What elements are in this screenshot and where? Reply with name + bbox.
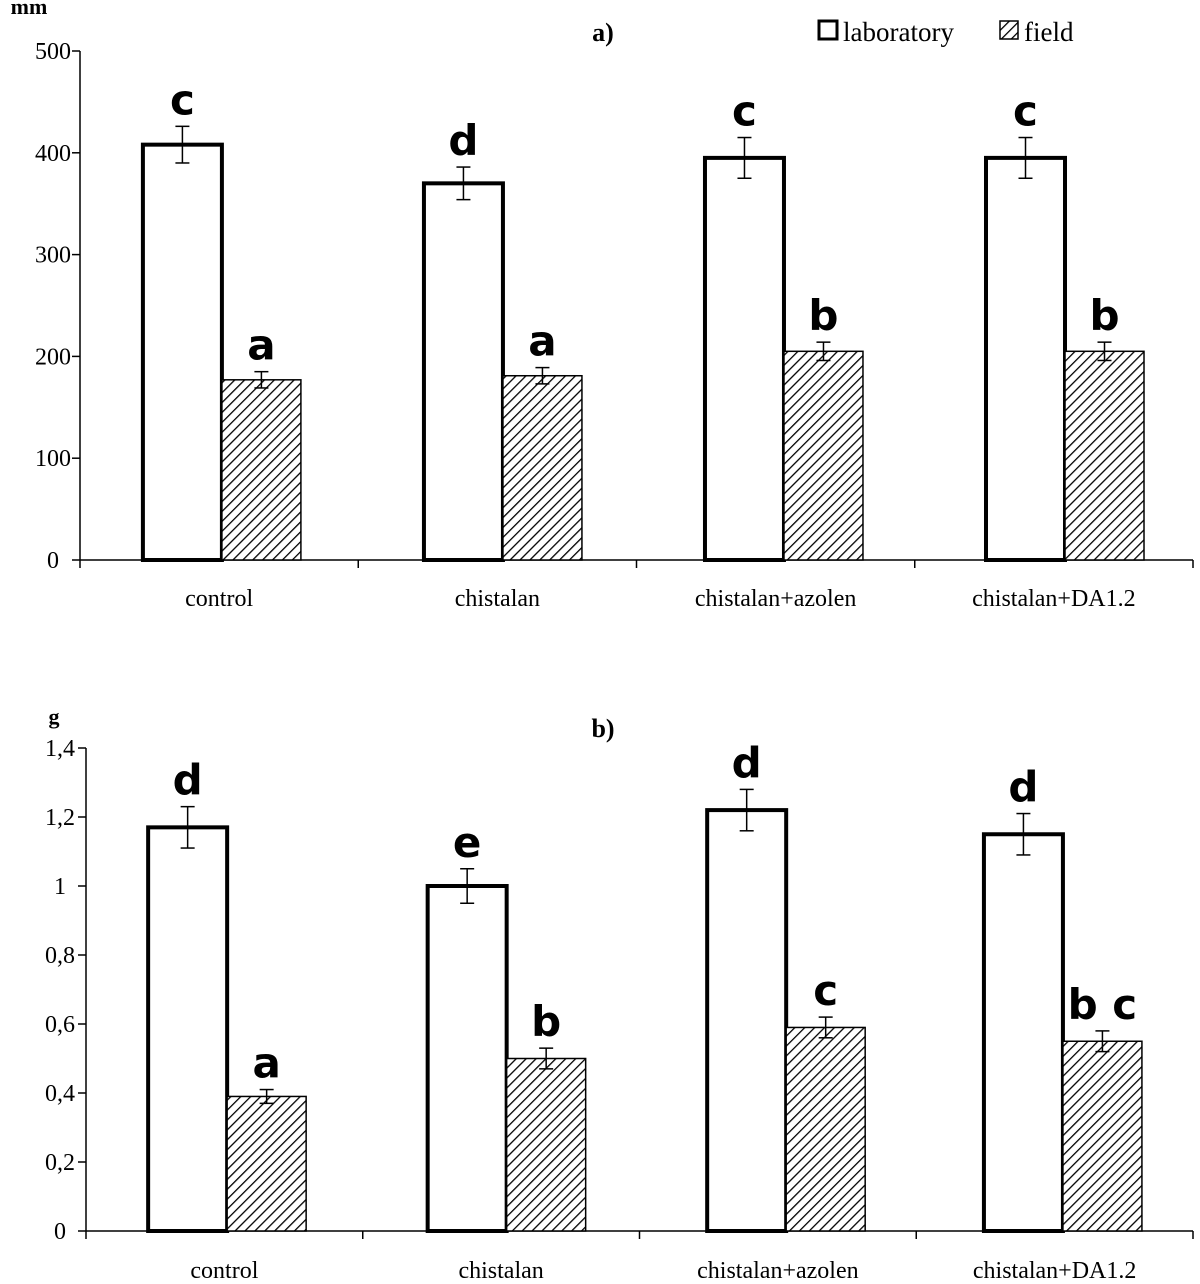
panel-a-category-label: control <box>185 586 253 612</box>
panel-a-error-bar-laboratory <box>456 166 471 201</box>
panel-b-category-label: chistalan <box>458 1258 543 1284</box>
panel-b-error-bar-laboratory <box>1016 812 1031 856</box>
panel-b-significance-letter: d <box>173 756 203 805</box>
panel-b-bar-field <box>226 1095 307 1232</box>
panel-b-error-bar-laboratory <box>180 805 195 849</box>
panel-a-significance-letter: a <box>247 321 275 370</box>
panel-b-error-bar-field <box>259 1088 274 1105</box>
panel-a-y-unit: mm <box>11 0 48 19</box>
panel-b-bar-field <box>785 1026 866 1232</box>
panel-b-significance-letter: c <box>813 966 838 1015</box>
panel-b-error-bar-laboratory <box>460 868 475 904</box>
panel-b-y-tick-label: 0,6 <box>45 1012 75 1038</box>
panel-b-bar-laboratory <box>705 808 789 1233</box>
panel-a-bar-field <box>1064 350 1145 561</box>
panel-b-bar-field <box>505 1057 587 1232</box>
panel-a-bar-field <box>783 350 864 561</box>
panel-b-y-tick-label: 1,2 <box>45 805 75 831</box>
panel-a-error-bar-field <box>816 341 831 362</box>
panel-a-significance-letter: d <box>448 116 478 165</box>
panel-b-bar-laboratory <box>146 825 230 1233</box>
panel-a-bar-laboratory <box>702 155 786 562</box>
panel-a-bar-laboratory <box>140 142 224 562</box>
panel-b-significance-letter: b <box>531 997 561 1046</box>
panel-b-y-tick-label: 1,4 <box>45 736 75 762</box>
panel-b-y-tick-label: 0,2 <box>45 1150 75 1176</box>
legend: laboratory field <box>817 17 1074 47</box>
panel-b-significance-letter: e <box>453 818 482 867</box>
legend-laboratory-swatch <box>817 19 839 41</box>
panel-b-label: b) <box>591 714 614 743</box>
panel-a-label: a) <box>592 18 614 47</box>
panel-b-error-bar-field <box>539 1047 554 1070</box>
panel-a-y-tick-label: 500 <box>35 39 71 65</box>
panel-a-error-bar-laboratory <box>175 125 190 164</box>
panel-b-significance-letter: b c <box>1068 980 1138 1029</box>
panel-a-category-label: chistalan+azolen <box>695 586 856 612</box>
panel-b-y-tick-label: 0,8 <box>45 943 75 969</box>
panel-b-chart: b) g 0 0,2 0,4 0,6 0,8 1 1,2 1,4 control d a chista… <box>45 704 1194 1284</box>
panel-b-y-tick-label: 1 <box>54 874 66 900</box>
panel-b-category-label: chistalan+azolen <box>697 1258 858 1284</box>
legend-field-swatch <box>999 20 1019 40</box>
panel-a-error-bar-field <box>1097 341 1112 362</box>
panel-a-significance-letter: c <box>1013 87 1038 136</box>
panel-a-y-tick-label: 300 <box>35 243 71 269</box>
panel-b-error-bar-laboratory <box>739 788 754 832</box>
panel-b-category-label: chistalan+DA1.2 <box>973 1258 1137 1284</box>
panel-b-category-label: control <box>190 1258 258 1284</box>
panel-a-error-bar-field <box>254 370 269 389</box>
panel-b-bar-field <box>1062 1040 1143 1232</box>
panel-b-significance-letter: d <box>732 738 762 787</box>
panel-a-chart: a) mm 0 100 200 300 400 500 control c a chistalan… <box>11 0 1194 612</box>
panel-a-y-tick-label: 0 <box>47 548 59 574</box>
panel-a-category-label: chistalan+DA1.2 <box>972 586 1136 612</box>
panel-b-error-bar-field <box>1095 1030 1110 1053</box>
panel-b-y-tick-label: 0 <box>54 1219 66 1245</box>
legend-laboratory-label: laboratory <box>843 17 954 47</box>
panel-b-bar-laboratory <box>425 884 509 1233</box>
legend-field-label: field <box>1024 17 1074 47</box>
panel-a-bar-field <box>221 379 302 561</box>
panel-a-marks: 0 100 200 300 400 500 control c a chistalan d a chis… <box>35 39 1194 612</box>
panel-a-significance-letter: a <box>528 317 556 366</box>
panel-a-significance-letter: c <box>170 75 195 124</box>
panel-b-y-tick-label: 0,4 <box>45 1081 75 1107</box>
panel-b-bar-laboratory <box>981 832 1065 1233</box>
panel-a-error-bar-laboratory <box>737 136 752 179</box>
panel-a-y-tick-label: 200 <box>35 344 71 370</box>
panel-a-significance-letter: b <box>1089 291 1119 340</box>
panel-b-significance-letter: d <box>1008 763 1038 812</box>
panel-b-marks: 0 0,2 0,4 0,6 0,8 1 1,2 1,4 control d a chistalan e b… <box>45 736 1194 1284</box>
panel-a-significance-letter: c <box>732 87 757 136</box>
panel-a-significance-letter: b <box>808 291 838 340</box>
panel-a-category-label: chistalan <box>455 586 540 612</box>
panel-a-y-tick-label: 100 <box>35 446 71 472</box>
panel-a-error-bar-laboratory <box>1018 136 1033 179</box>
panel-b-y-unit: g <box>49 704 60 729</box>
panel-a-y-tick-label: 400 <box>35 141 71 167</box>
panel-a-error-bar-field <box>535 366 550 385</box>
panel-a-bar-laboratory <box>421 181 505 562</box>
panel-a-bar-field <box>502 374 583 561</box>
panel-a-bar-laboratory <box>984 155 1068 562</box>
panel-b-significance-letter: a <box>252 1039 280 1088</box>
panel-b-error-bar-field <box>818 1016 833 1039</box>
